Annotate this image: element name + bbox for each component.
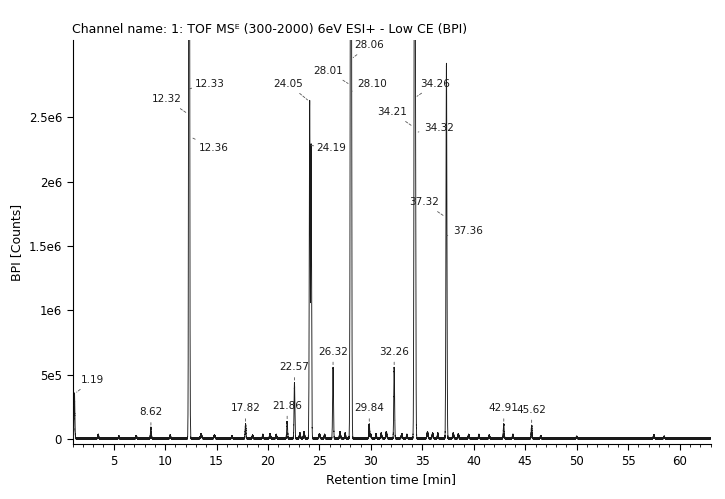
Text: 8.62: 8.62 bbox=[139, 407, 162, 425]
Text: 37.36: 37.36 bbox=[447, 226, 483, 236]
Y-axis label: BPI [Counts]: BPI [Counts] bbox=[10, 204, 23, 280]
Text: 45.62: 45.62 bbox=[517, 405, 547, 423]
Text: 28.01: 28.01 bbox=[313, 66, 348, 83]
X-axis label: Retention time [min]: Retention time [min] bbox=[326, 473, 457, 486]
Text: 34.21: 34.21 bbox=[377, 107, 412, 126]
Text: 12.33: 12.33 bbox=[189, 79, 224, 89]
Text: 12.36: 12.36 bbox=[192, 138, 229, 153]
Text: 26.32: 26.32 bbox=[318, 347, 348, 365]
Text: 17.82: 17.82 bbox=[231, 403, 260, 422]
Text: 29.84: 29.84 bbox=[355, 403, 384, 422]
Text: 42.91: 42.91 bbox=[489, 403, 518, 422]
Text: 37.32: 37.32 bbox=[409, 197, 444, 216]
Text: Channel name: 1: TOF MSᴱ (300-2000) 6eV ESI+ - Low CE (BPI): Channel name: 1: TOF MSᴱ (300-2000) 6eV … bbox=[72, 23, 468, 36]
Text: 24.05: 24.05 bbox=[273, 79, 307, 100]
Text: 32.26: 32.26 bbox=[379, 347, 409, 365]
Text: 22.57: 22.57 bbox=[280, 362, 310, 381]
Text: 28.06: 28.06 bbox=[353, 40, 384, 57]
Text: 34.32: 34.32 bbox=[418, 123, 455, 133]
Text: 21.86: 21.86 bbox=[272, 401, 302, 420]
Text: 28.10: 28.10 bbox=[352, 79, 387, 91]
Text: 1.19: 1.19 bbox=[77, 375, 104, 392]
Text: 24.19: 24.19 bbox=[311, 143, 347, 153]
Text: 12.32: 12.32 bbox=[152, 94, 187, 113]
Text: 34.26: 34.26 bbox=[417, 79, 450, 96]
